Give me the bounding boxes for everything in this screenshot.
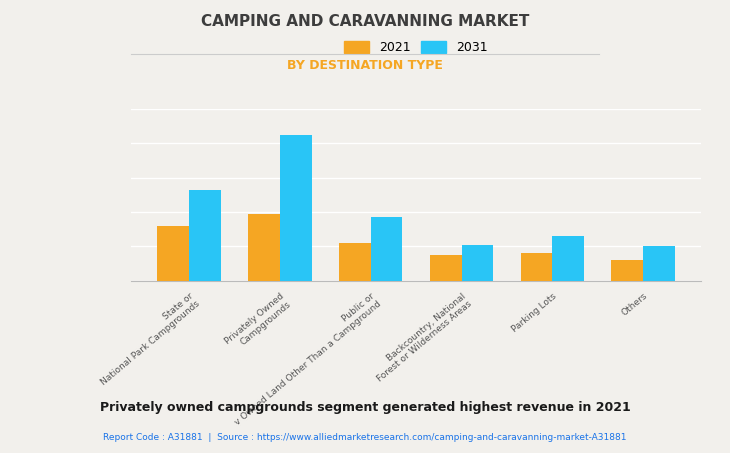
Bar [371, 217, 402, 281]
Bar [157, 226, 189, 281]
Text: CAMPING AND CARAVANNING MARKET: CAMPING AND CARAVANNING MARKET [201, 14, 529, 29]
Bar [643, 246, 675, 281]
Bar [189, 190, 221, 281]
Bar [461, 245, 493, 281]
Text: BY DESTINATION TYPE: BY DESTINATION TYPE [287, 59, 443, 72]
Bar [520, 253, 553, 281]
Bar [611, 260, 643, 281]
Text: Privately owned campgrounds segment generated highest revenue in 2021: Privately owned campgrounds segment gene… [99, 401, 631, 414]
Bar [339, 243, 371, 281]
Bar [280, 135, 312, 281]
Text: Report Code : A31881  |  Source : https://www.alliedmarketresearch.com/camping-a: Report Code : A31881 | Source : https://… [103, 433, 627, 442]
Legend: 2021, 2031: 2021, 2031 [341, 38, 491, 58]
Bar [553, 236, 584, 281]
Bar [248, 214, 280, 281]
Bar [430, 255, 461, 281]
